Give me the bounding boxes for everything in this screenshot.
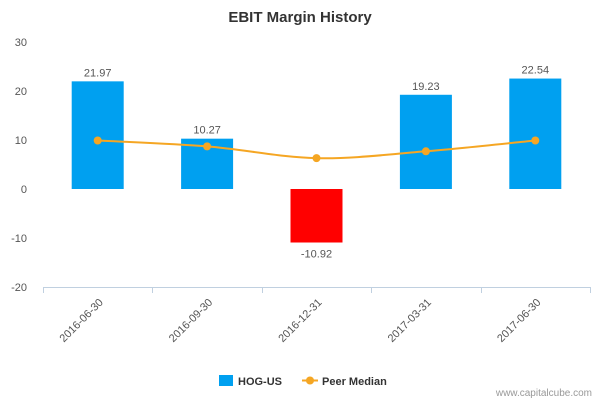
credit-text[interactable]: www.capitalcube.com: [495, 388, 592, 399]
y-tick-label: 30: [15, 37, 27, 49]
data-label: -10.92: [301, 249, 332, 261]
legend-item-peer-median[interactable]: Peer Median: [302, 376, 387, 388]
peer-median-point[interactable]: [531, 136, 540, 145]
x-tick-label: 2016-09-30: [167, 297, 215, 345]
peer-median-point[interactable]: [312, 154, 321, 163]
data-label: 10.27: [193, 125, 221, 137]
bar[interactable]: [290, 189, 343, 243]
y-tick-label: -10: [11, 233, 27, 245]
x-tick-label: 2017-03-31: [386, 297, 434, 345]
chart-title: EBIT Margin History: [228, 9, 372, 26]
x-tick-label: 2017-06-30: [495, 297, 543, 345]
legend-swatch-hog-us: [219, 375, 233, 386]
data-label: 19.23: [412, 81, 440, 93]
y-tick-label: 20: [15, 86, 27, 98]
bar[interactable]: [71, 81, 124, 189]
y-tick-label: 10: [15, 135, 27, 147]
y-tick-label: -20: [11, 282, 27, 294]
peer-median-point[interactable]: [93, 136, 102, 145]
data-label: 22.54: [522, 65, 550, 77]
bar[interactable]: [399, 94, 452, 189]
legend-swatch-peer-median-marker: [306, 376, 314, 385]
x-tick-label: 2016-12-31: [276, 297, 324, 345]
bar[interactable]: [509, 78, 562, 189]
peer-median-point[interactable]: [203, 142, 212, 151]
y-tick-label: 0: [21, 184, 27, 196]
data-label: 21.97: [84, 67, 112, 79]
plot-area: -20 -10 0 10 20 30 2016-06-30 2016-09-30 2016-12…: [11, 37, 591, 345]
legend-item-hog-us[interactable]: HOG-US: [219, 375, 282, 388]
legend-label-hog-us: HOG-US: [238, 376, 282, 388]
peer-median-point[interactable]: [421, 147, 430, 156]
legend-label-peer-median: Peer Median: [322, 376, 387, 388]
x-tick-label: 2016-06-30: [58, 297, 106, 345]
legend: HOG-US Peer Median: [219, 375, 387, 388]
